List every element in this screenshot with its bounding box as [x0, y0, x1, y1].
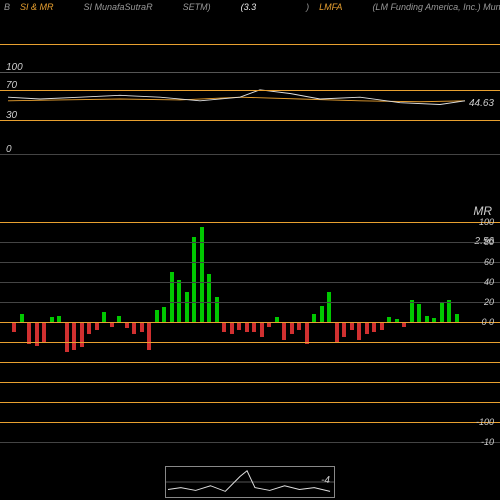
hdr-setm: SETM): [183, 2, 211, 12]
mr-chart: MR 2.56 100806040200 0-100-10: [0, 202, 500, 462]
rsi-gridline: [0, 72, 500, 73]
mr-axis-label: 40: [484, 277, 494, 287]
mr-axis-label: -100: [476, 417, 494, 427]
mr-title: MR: [473, 204, 492, 218]
mr-bar: [177, 280, 181, 322]
mr-bar: [380, 322, 384, 330]
mr-bar: [440, 302, 444, 322]
rsi-gridline: [0, 44, 500, 45]
mr-bar: [80, 322, 84, 347]
mr-gridline: [0, 242, 500, 243]
rsi-chart: 44.63 100 70 30 0: [0, 44, 500, 154]
rsi-axis-label: 0: [6, 144, 12, 155]
mr-bar: [252, 322, 256, 332]
mr-bar: [185, 292, 189, 322]
rsi-value-label: 44.63: [469, 98, 494, 109]
hdr-company: (LM Funding America, Inc.) MunafaSu: [372, 2, 500, 12]
mr-bar: [312, 314, 316, 322]
mr-bar: [72, 322, 76, 350]
mr-bar: [335, 322, 339, 342]
mr-bar: [147, 322, 151, 350]
mr-bar: [417, 304, 421, 322]
mr-axis-label: 80: [484, 237, 494, 247]
mr-bar: [102, 312, 106, 322]
mr-bar: [410, 300, 414, 322]
thumb-line: [168, 471, 330, 492]
rsi-line-path: [8, 90, 465, 105]
mr-bar: [170, 272, 174, 322]
header-row: B SI & MR SI MunafaSutraR SETM) (3.3 ) L…: [0, 0, 500, 14]
mr-bar: [65, 322, 69, 352]
mr-axis-label: 20: [484, 297, 494, 307]
rsi-gridline: [0, 90, 500, 91]
mr-bar: [455, 314, 459, 322]
thumbnail-panel: -4: [165, 466, 335, 498]
mr-bar: [215, 297, 219, 322]
rsi-axis-label: 70: [6, 80, 17, 91]
mr-bar: [42, 322, 46, 342]
mr-bar: [365, 322, 369, 334]
mr-bar: [245, 322, 249, 332]
hdr-paren: ): [306, 2, 309, 12]
mr-gridline: [0, 322, 500, 323]
rsi-gridline: [0, 154, 500, 155]
hdr-b: B: [4, 2, 10, 12]
mr-gridline: [0, 282, 500, 283]
rsi-axis-label: 30: [6, 110, 17, 121]
thumbnail-label: -4: [321, 475, 330, 486]
rsi-gridline: [0, 120, 500, 121]
hdr-simr: SI & MR: [20, 2, 54, 12]
mr-bar: [222, 322, 226, 332]
hdr-val: (3.3: [241, 2, 257, 12]
mr-bar: [320, 306, 324, 322]
mr-bar: [297, 322, 301, 330]
mr-bar: [12, 322, 16, 332]
mr-bar: [132, 322, 136, 334]
mr-axis-label: 60: [484, 257, 494, 267]
mr-gridline: [0, 362, 500, 363]
mr-bar: [192, 237, 196, 322]
mr-bar: [155, 310, 159, 322]
mr-axis-label: -10: [481, 437, 494, 447]
mr-bar: [27, 322, 31, 344]
mr-gridline: [0, 222, 500, 223]
hdr-suite: SI MunafaSutraR: [84, 2, 153, 12]
mr-bar: [357, 322, 361, 340]
mr-gridline: [0, 402, 500, 403]
rsi-axis-label: 100: [6, 62, 23, 73]
mr-bar: [230, 322, 234, 334]
mr-bar: [237, 322, 241, 330]
mr-gridline: [0, 342, 500, 343]
mr-axis-label: 0 0: [481, 317, 494, 327]
mr-bar: [327, 292, 331, 322]
mr-bar: [260, 322, 264, 337]
mr-bar: [140, 322, 144, 332]
mr-bar: [290, 322, 294, 334]
mr-bar: [447, 300, 451, 322]
mr-bar: [87, 322, 91, 334]
mr-gridline: [0, 302, 500, 303]
mr-bar: [342, 322, 346, 337]
mr-axis-label: 100: [479, 217, 494, 227]
mr-bar: [20, 314, 24, 322]
mr-gridline: [0, 442, 500, 443]
mr-bar: [282, 322, 286, 340]
mr-bar: [95, 322, 99, 330]
mr-bar: [350, 322, 354, 330]
mr-gridline: [0, 422, 500, 423]
mr-gridline: [0, 382, 500, 383]
mr-bar: [305, 322, 309, 344]
mr-gridline: [0, 262, 500, 263]
mr-bar: [162, 307, 166, 322]
hdr-ticker: LMFA: [319, 2, 342, 12]
mr-bar: [372, 322, 376, 332]
